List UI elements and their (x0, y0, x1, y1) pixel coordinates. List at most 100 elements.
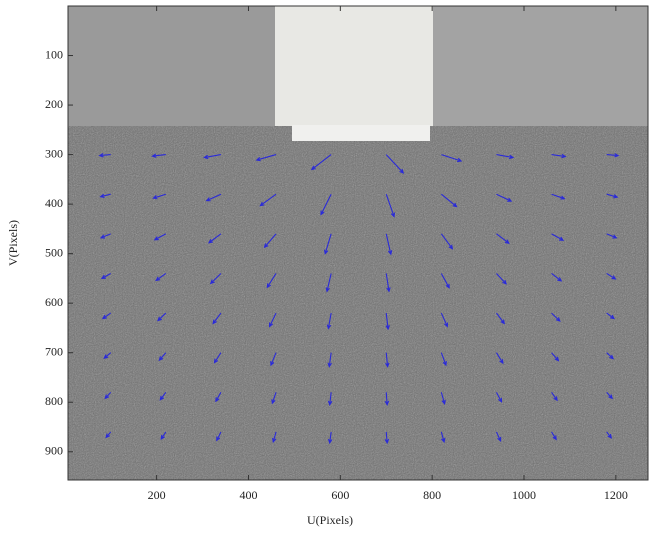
x-axis-label: U(Pixels) (307, 513, 353, 527)
y-tick-label: 200 (45, 97, 63, 111)
vector-arrow (385, 273, 391, 293)
y-tick-label: 800 (45, 394, 63, 408)
vector-arrow (266, 273, 277, 289)
y-tick-label: 300 (45, 146, 63, 160)
vector-arrow (551, 233, 565, 241)
vector-arrow (269, 312, 277, 328)
vector-arrow (385, 233, 393, 256)
vector-arrow (495, 392, 503, 403)
vector-arrow (270, 352, 277, 367)
x-tick-label: 200 (148, 488, 166, 502)
vector-arrow (215, 392, 222, 403)
vector-arrow (551, 392, 558, 402)
vector-arrow (153, 233, 167, 241)
vector-arrow (327, 392, 333, 406)
vector-arrow (98, 153, 111, 158)
vector-arrow (551, 312, 561, 322)
vector-arrow (441, 154, 463, 163)
vector-arrow (310, 154, 332, 171)
vector-arrow (496, 233, 510, 245)
vector-arrow (440, 392, 446, 405)
vector-arrow (213, 352, 222, 364)
vector-arrow (263, 233, 277, 249)
y-tick-label: 400 (45, 196, 63, 210)
vector-field (98, 153, 620, 445)
vector-arrow (606, 272, 617, 280)
vector-arrow (551, 153, 567, 159)
vector-arrow (160, 431, 167, 440)
vector-arrow (385, 154, 405, 174)
vector-arrow (606, 153, 620, 158)
vector-arrow (440, 312, 448, 328)
vector-arrow (606, 312, 616, 320)
vector-arrow (272, 431, 277, 444)
vector-arrow (606, 431, 613, 439)
vector-arrow (606, 391, 614, 400)
vector-arrow (271, 392, 277, 405)
y-tick-label: 700 (45, 344, 63, 358)
vector-arrow (385, 313, 390, 331)
x-tick-label: 600 (331, 488, 349, 502)
background-photo (67, 5, 649, 481)
vector-arrow (551, 273, 563, 282)
vector-arrow (209, 273, 222, 285)
vector-arrow (158, 352, 167, 362)
vector-arrow (441, 193, 458, 208)
vector-arrow (216, 431, 222, 442)
vector-arrow (551, 431, 557, 441)
vector-arrow (440, 273, 450, 289)
vector-arrow (259, 193, 277, 207)
vector-arrow (606, 352, 615, 360)
vector-arrow (551, 352, 560, 362)
vector-arrow (496, 273, 507, 285)
vector-arrow (606, 233, 618, 239)
x-tick-label: 1000 (512, 488, 536, 502)
vector-arrow (384, 392, 390, 406)
vector-arrow (440, 431, 446, 444)
y-tick-label: 100 (45, 47, 63, 61)
vector-arrow (151, 153, 166, 158)
vector-arrow (205, 193, 222, 202)
vector-arrow (212, 312, 222, 325)
vector-arrow (155, 273, 167, 282)
vector-arrow (384, 431, 390, 445)
vector-arrow (159, 392, 167, 401)
vector-arrow (104, 391, 112, 400)
vector-arrow (326, 312, 332, 330)
vector-arrow (496, 193, 513, 202)
y-tick-label: 500 (45, 245, 63, 259)
vector-arrow (105, 431, 112, 439)
vector-arrow (101, 312, 112, 320)
vector-arrow (157, 312, 167, 322)
vector-arrow (255, 154, 277, 162)
vector-arrow (99, 193, 111, 199)
vector-arrow (496, 154, 515, 160)
vector-arrow (323, 233, 332, 255)
x-tick-label: 400 (239, 488, 257, 502)
vector-arrow (327, 352, 332, 368)
vector-arrow (496, 312, 506, 325)
vector-arrow (207, 233, 222, 244)
vector-arrow (325, 273, 332, 293)
vector-arrow (495, 352, 504, 365)
vector-arrow (440, 233, 454, 250)
vector-arrow (440, 352, 447, 367)
vector-arrow (320, 193, 332, 216)
vector-arrow (100, 272, 111, 280)
vector-arrow (99, 233, 111, 239)
vector-arrow (385, 194, 396, 218)
vector-arrow (606, 193, 619, 199)
vector-arrow (327, 431, 333, 445)
vector-arrow (551, 193, 566, 200)
vector-arrow (152, 193, 166, 200)
y-tick-label: 900 (45, 444, 63, 458)
vector-arrow (495, 431, 502, 443)
vector-arrow (203, 154, 222, 160)
vector-arrow (103, 352, 112, 359)
x-tick-label: 800 (423, 488, 441, 502)
x-tick-label: 1200 (604, 488, 628, 502)
vector-arrow (385, 352, 390, 368)
y-axis-label: V(Pixels) (6, 220, 20, 266)
y-tick-label: 600 (45, 295, 63, 309)
